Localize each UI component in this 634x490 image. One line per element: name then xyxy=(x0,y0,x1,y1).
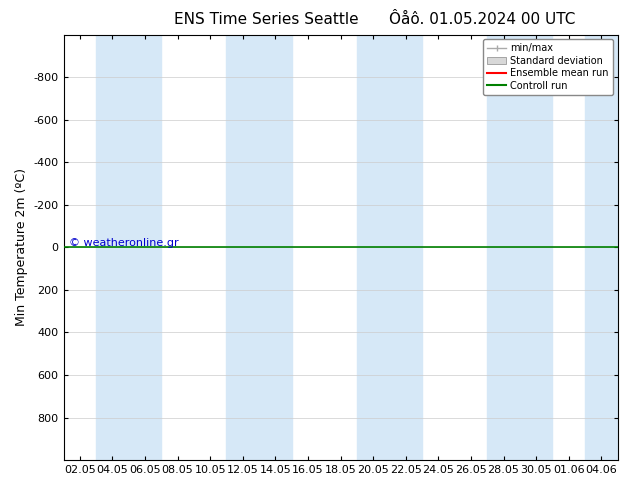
Text: ENS Time Series Seattle: ENS Time Series Seattle xyxy=(174,12,359,27)
Bar xyxy=(96,35,161,460)
Legend: min/max, Standard deviation, Ensemble mean run, Controll run: min/max, Standard deviation, Ensemble me… xyxy=(483,40,612,95)
Bar xyxy=(226,35,292,460)
Y-axis label: Min Temperature 2m (ºC): Min Temperature 2m (ºC) xyxy=(15,169,28,326)
Bar xyxy=(487,35,552,460)
Text: © weatheronline.gr: © weatheronline.gr xyxy=(69,238,179,248)
Text: Ôåô. 01.05.2024 00 UTC: Ôåô. 01.05.2024 00 UTC xyxy=(389,12,575,27)
Bar xyxy=(357,35,422,460)
Bar xyxy=(585,35,618,460)
